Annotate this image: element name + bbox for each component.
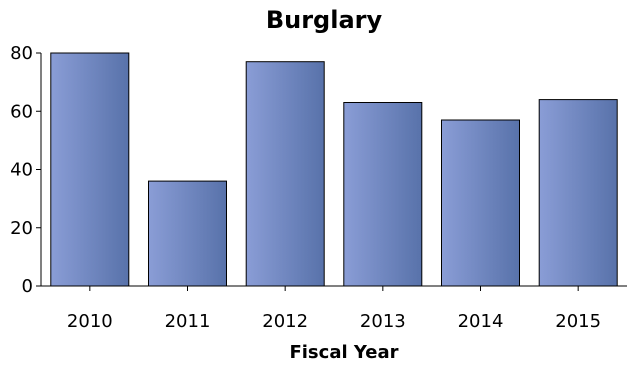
x-axis-label: Fiscal Year xyxy=(289,342,398,363)
bars-group xyxy=(50,52,618,287)
y-tick-label: 80 xyxy=(10,43,33,64)
x-tick-label: 2011 xyxy=(165,311,211,332)
chart-title: Burglary xyxy=(266,6,383,34)
x-axis-ticks: 2010 2011 2012 2013 2014 2015 xyxy=(67,286,601,332)
x-tick-label: 2012 xyxy=(262,311,308,332)
y-axis-ticks: 0 20 40 60 80 xyxy=(10,43,41,297)
bar-2011 xyxy=(148,180,227,287)
bar-2014 xyxy=(441,119,520,287)
bar-2010 xyxy=(50,52,130,287)
x-tick-label: 2015 xyxy=(555,311,601,332)
x-tick-label: 2014 xyxy=(458,311,504,332)
y-tick-label: 60 xyxy=(10,101,33,122)
bar-2015 xyxy=(538,99,618,287)
bar-2013 xyxy=(343,102,423,287)
y-tick-label: 40 xyxy=(10,160,33,181)
x-tick-label: 2010 xyxy=(67,311,113,332)
x-tick-label: 2013 xyxy=(360,311,406,332)
y-tick-label: 20 xyxy=(10,218,33,239)
bar-2012 xyxy=(245,61,325,287)
y-tick-label: 0 xyxy=(22,276,33,297)
